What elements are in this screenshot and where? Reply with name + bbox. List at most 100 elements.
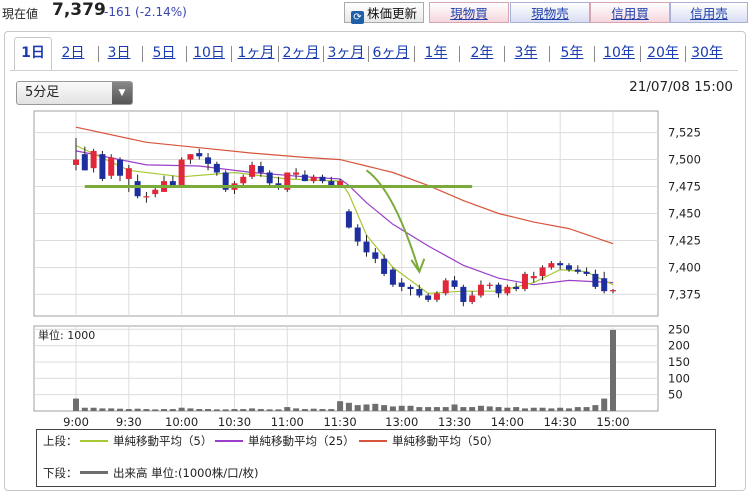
volume-bar (486, 406, 493, 411)
volume-unit-label: 単位: 1000 (38, 328, 95, 342)
candle-body (169, 181, 176, 186)
candle-body (469, 295, 476, 302)
tab-6m[interactable]: 6ヶ月 (372, 45, 410, 61)
volume-bar (557, 407, 564, 411)
candle-body (134, 181, 141, 197)
y-tick-label: 7,450 (668, 207, 701, 221)
refresh-price-button[interactable]: ⟳ 株価更新 (344, 2, 424, 24)
interval-select[interactable]: 5分足 ▼ (16, 81, 133, 105)
tab-divider (98, 46, 99, 62)
volume-bar (231, 409, 238, 411)
volume-y-tick-label: 200 (668, 339, 690, 353)
tab-divider (368, 46, 369, 62)
tab-divider (414, 46, 415, 62)
tab-5d[interactable]: 5日 (152, 45, 176, 61)
candle-body (451, 280, 458, 287)
tab-divider (186, 46, 187, 62)
legend-volume-swatch (80, 471, 108, 474)
candle-body (310, 176, 317, 182)
tab-20y[interactable]: 20年 (647, 45, 679, 61)
tab-divider (594, 46, 595, 62)
volume-bar (240, 409, 247, 411)
tab-1m[interactable]: 1ヶ月 (237, 45, 275, 61)
margin-buy-label: 信用買 (611, 6, 649, 21)
candle-body (530, 276, 537, 279)
current-price-label: 現在値 (2, 7, 39, 21)
volume-bar (548, 408, 555, 411)
candle-body (372, 252, 379, 259)
candle-body (73, 159, 79, 165)
tab-2d[interactable]: 2日 (61, 45, 85, 61)
candle-body (521, 273, 528, 290)
candle-body (513, 286, 520, 290)
trend-arrow (365, 169, 421, 273)
candle-body (328, 181, 335, 186)
x-tick-label: 9:30 (116, 415, 142, 429)
candle-body (548, 263, 555, 268)
margin-sell-label: 信用売 (690, 6, 728, 21)
y-tick-label: 7,475 (668, 180, 701, 194)
candle-body (363, 241, 370, 253)
volume-bar (407, 405, 414, 411)
legend-upper-label: 上段： (43, 434, 78, 448)
candle-body (354, 227, 361, 242)
candle-body (257, 166, 264, 173)
volume-bar (284, 407, 291, 411)
volume-bar (389, 406, 396, 411)
cash-sell-button[interactable]: 現物売 (510, 2, 590, 23)
candle-body (125, 168, 132, 179)
volume-bar (345, 402, 352, 411)
candle-body (601, 278, 608, 292)
volume-bar (610, 329, 616, 411)
tab-3d[interactable]: 3日 (107, 45, 131, 61)
x-tick-label: 13:30 (438, 415, 471, 429)
tab-divider (640, 46, 641, 62)
candle-body (249, 164, 256, 177)
candle-body (565, 265, 572, 270)
tab-1d[interactable]: 1日 (14, 37, 52, 71)
tab-30y[interactable]: 30年 (691, 45, 723, 61)
volume-bar (90, 407, 97, 411)
y-tick-label: 7,500 (668, 153, 701, 167)
ma50-line (75, 126, 614, 245)
x-tick-label: 15:00 (596, 415, 629, 429)
legend-ma5: 単純移動平均（5） (113, 434, 213, 448)
candle-body (143, 196, 150, 198)
candle-body (460, 286, 467, 302)
volume-bar (169, 409, 176, 411)
tab-1y[interactable]: 1年 (424, 45, 448, 61)
candle-body (213, 163, 220, 173)
tab-10y[interactable]: 10年 (603, 45, 635, 61)
margin-sell-button[interactable]: 信用売 (670, 2, 748, 23)
candle-body (99, 154, 106, 179)
candle-body (433, 293, 440, 300)
volume-bar (583, 407, 590, 411)
volume-bar (178, 407, 185, 411)
candle-body (477, 284, 484, 296)
chart-legend: 上段： 単純移動平均（5） 単純移動平均（25） 単純移動平均（50） 下段： … (36, 429, 716, 487)
quote-bar: 現在値 7,379 -161 (-2.14%) ⟳ 株価更新 現物買 現物売 信用… (0, 0, 749, 26)
tab-divider (323, 46, 324, 62)
volume-bar (469, 407, 476, 411)
volume-bar (354, 405, 361, 411)
tab-3m[interactable]: 3ヶ月 (327, 45, 365, 61)
tab-2y[interactable]: 2年 (470, 45, 494, 61)
volume-y-tick-label: 250 (668, 322, 690, 336)
x-tick-label: 13:00 (385, 415, 418, 429)
tab-divider (459, 46, 460, 62)
tab-3y[interactable]: 3年 (514, 45, 538, 61)
tab-5y[interactable]: 5年 (560, 45, 584, 61)
tab-2m[interactable]: 2ヶ月 (282, 45, 320, 61)
volume-bar (574, 407, 581, 411)
candle-body (187, 154, 194, 160)
volume-bar (451, 404, 458, 411)
candle-body (152, 189, 159, 195)
volume-bar (530, 407, 537, 411)
volume-bar (205, 409, 212, 411)
cash-buy-button[interactable]: 現物買 (429, 2, 509, 23)
candle-body (425, 295, 432, 300)
margin-buy-button[interactable]: 信用買 (590, 2, 670, 23)
candle-body (495, 284, 502, 294)
candle-body (583, 271, 590, 274)
tab-10d[interactable]: 10日 (193, 45, 225, 61)
